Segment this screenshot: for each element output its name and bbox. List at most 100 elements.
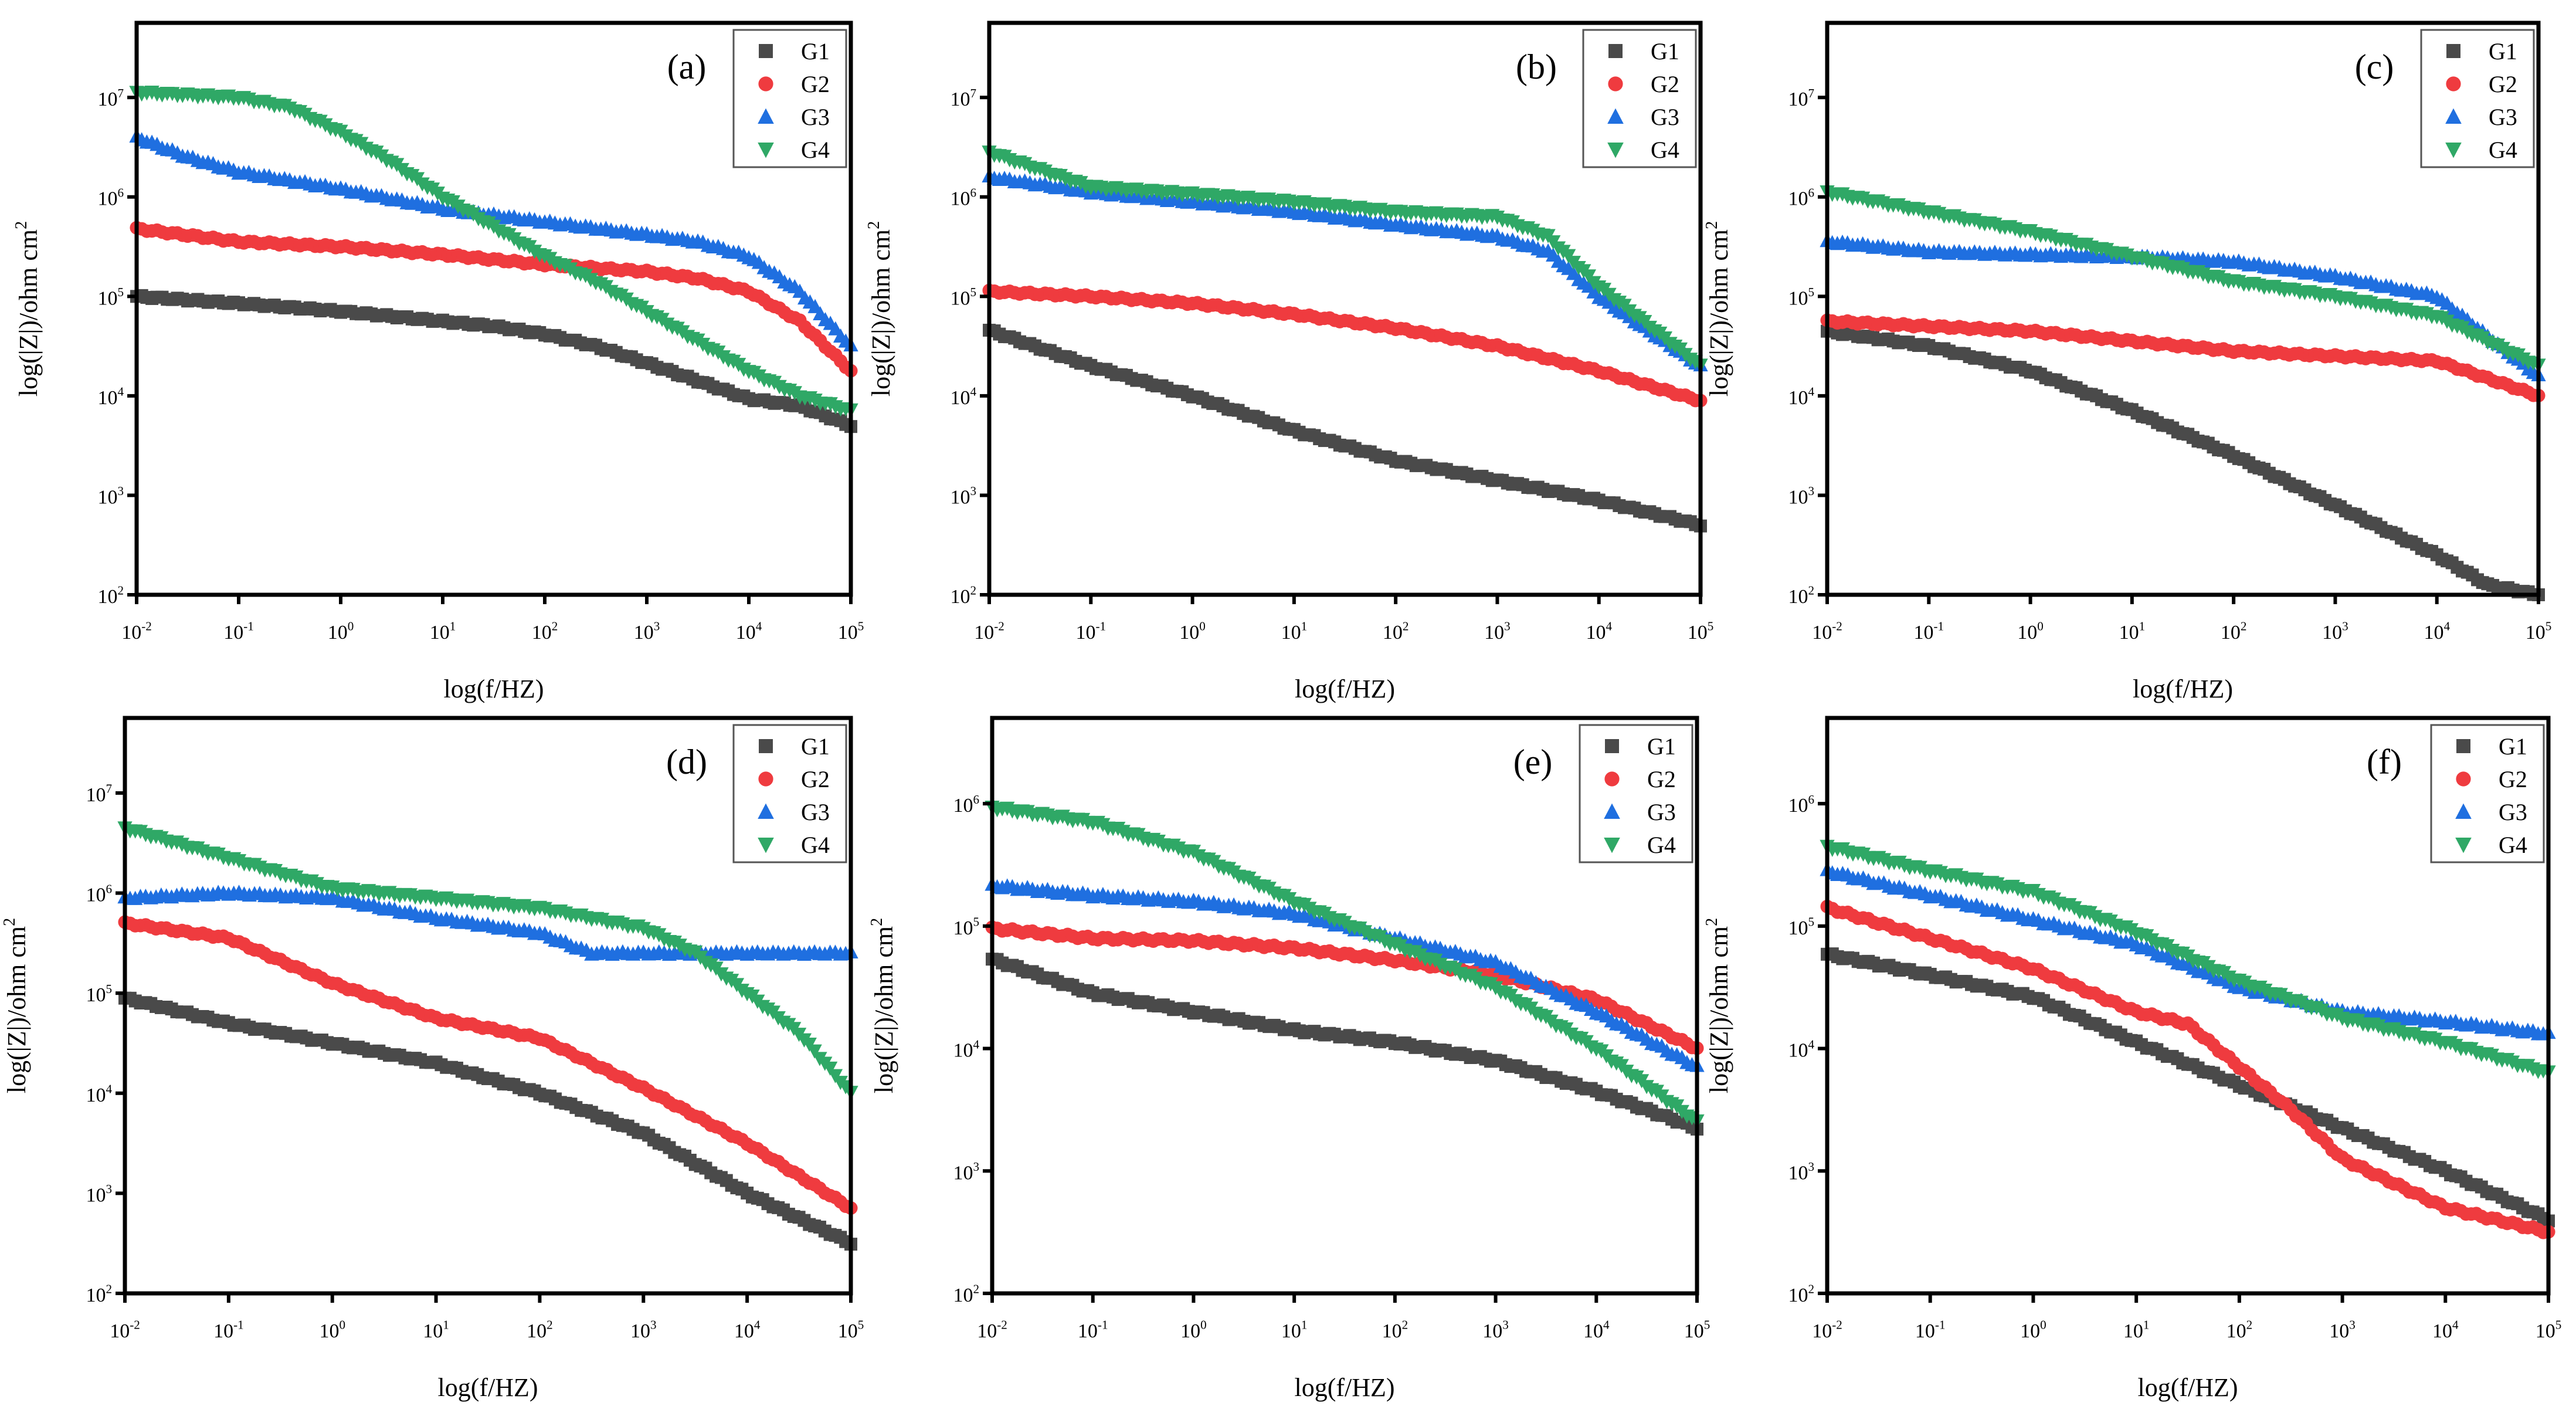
- tick-label: 10-2: [1812, 1318, 1842, 1342]
- tick-base: 10: [97, 89, 117, 110]
- tick-base: 10: [2119, 622, 2139, 643]
- tick-base: 10: [1281, 1320, 1301, 1342]
- tick-label: 104: [2432, 1318, 2459, 1342]
- tick-base: 10: [1383, 622, 1403, 643]
- tick-label: 104: [736, 619, 762, 643]
- tick-base: 10: [1788, 917, 1808, 939]
- legend-label: G4: [801, 832, 830, 858]
- legend-marker-G2: [758, 76, 773, 92]
- series-G2: [1820, 313, 2546, 402]
- x-axis-title: log(f/HZ): [2137, 1373, 2238, 1402]
- tick-base: 10: [423, 1320, 443, 1342]
- tick-base: 10: [1788, 1162, 1808, 1184]
- tick-base: 10: [950, 287, 970, 309]
- tick-exponent: 0: [348, 619, 354, 633]
- series-G1: [986, 953, 1703, 1136]
- y-axis-title: log(|Z|)/ohm cm2: [1, 918, 31, 1093]
- legend-label: G4: [2499, 832, 2527, 858]
- tick-base: 10: [1914, 622, 1934, 643]
- panel-a: 10-2 10-1 100 101 102 103 104 10510210310410510…: [12, 21, 864, 703]
- tick-exponent: 5: [1808, 915, 1814, 929]
- tick-label: 102: [532, 619, 558, 643]
- tick-label: 102: [97, 584, 124, 608]
- tick-label: 103: [950, 484, 976, 508]
- tick-label: 10-2: [977, 1318, 1007, 1342]
- y-axis-title-text: log(|Z|)/ohm cm: [870, 926, 898, 1093]
- tick-label: 103: [634, 619, 660, 643]
- legend-label: G3: [801, 104, 830, 130]
- tick-base: 10: [1078, 1320, 1098, 1342]
- tick-label: 105: [838, 619, 864, 643]
- tick-label: 100: [1180, 1318, 1207, 1342]
- tick-label: 105: [953, 915, 979, 939]
- tick-exponent: 3: [2349, 1318, 2356, 1332]
- tick-base: 10: [2329, 1320, 2349, 1342]
- tick-base: 10: [950, 586, 970, 608]
- tick-base: 10: [1812, 622, 1832, 643]
- tick-label: 101: [430, 619, 456, 643]
- legend-marker-G4: [758, 143, 774, 158]
- plot-frame: [1825, 21, 2541, 597]
- tick-base: 10: [1915, 1320, 1935, 1342]
- tick-label: 103: [2322, 619, 2348, 643]
- legend-marker-G4: [2455, 838, 2472, 853]
- tick-base: 10: [1788, 287, 1808, 309]
- tick-label: 104: [950, 385, 976, 409]
- tick-base: 10: [953, 917, 973, 939]
- plot-frame: [987, 21, 1703, 597]
- tick-label: 102: [1383, 619, 1409, 643]
- tick-base: 10: [2424, 622, 2443, 643]
- legend: G1 G2 G3 G4: [2420, 29, 2535, 168]
- tick-label: 10-1: [1078, 1318, 1108, 1342]
- x-axis-title: log(f/HZ): [443, 675, 544, 703]
- tick-exponent: -1: [1934, 619, 1944, 633]
- tick-label: 106: [1788, 185, 1814, 209]
- legend: G1 G2 G3 G4: [732, 724, 847, 863]
- legend-marker-G4: [758, 838, 774, 853]
- tick-exponent: -1: [233, 1318, 244, 1332]
- tick-base: 10: [110, 1320, 130, 1342]
- tick-exponent: 5: [1708, 619, 1714, 633]
- tick-base: 10: [97, 486, 117, 508]
- legend: G1 G2 G3 G4: [732, 29, 847, 168]
- tick-exponent: 3: [106, 1182, 112, 1196]
- tick-exponent: 4: [2443, 619, 2450, 633]
- tick-label: 103: [2329, 1318, 2356, 1342]
- legend-marker-G1: [1608, 44, 1623, 58]
- tick-base: 10: [634, 622, 654, 643]
- tick-exponent: 3: [1502, 1318, 1509, 1332]
- legend: G1 G2 G3 G4: [1579, 724, 1693, 863]
- tick-base: 10: [953, 795, 973, 817]
- y-axis-title-text: log(|Z|)/ohm cm: [1705, 926, 1733, 1093]
- tick-exponent: 6: [1808, 792, 1814, 807]
- tick-base: 10: [2020, 1320, 2040, 1342]
- tick-exponent: 2: [2241, 619, 2247, 633]
- legend-label: G2: [2499, 766, 2527, 792]
- tick-exponent: 2: [106, 1282, 112, 1296]
- tick-base: 10: [736, 622, 756, 643]
- series-G2: [118, 915, 858, 1215]
- tick-exponent: 5: [858, 619, 864, 633]
- tick-base: 10: [953, 1285, 973, 1306]
- tick-label: 105: [1688, 619, 1714, 643]
- tick-base: 10: [527, 1320, 547, 1342]
- tick-label: 104: [1788, 1037, 1814, 1061]
- tick-label: 10-1: [223, 619, 254, 643]
- tick-label: 105: [97, 285, 124, 309]
- series-G1: [130, 289, 857, 433]
- legend-marker-G2: [1604, 771, 1620, 787]
- tick-base: 10: [2221, 622, 2241, 643]
- tick-label: 100: [328, 619, 354, 643]
- series-G1: [983, 323, 1707, 533]
- series-G4: [1820, 839, 2556, 1080]
- series-G4: [117, 821, 858, 1100]
- legend-marker-G4: [1607, 143, 1624, 158]
- tick-exponent: 3: [973, 1160, 979, 1174]
- tick-exponent: 3: [1808, 484, 1814, 498]
- tick-label: 10-1: [213, 1318, 244, 1342]
- tick-exponent: 4: [1606, 619, 1612, 633]
- tick-base: 10: [430, 622, 450, 643]
- tick-exponent: -2: [141, 619, 152, 633]
- tick-exponent: 2: [1403, 619, 1409, 633]
- legend-label: G2: [1651, 71, 1679, 97]
